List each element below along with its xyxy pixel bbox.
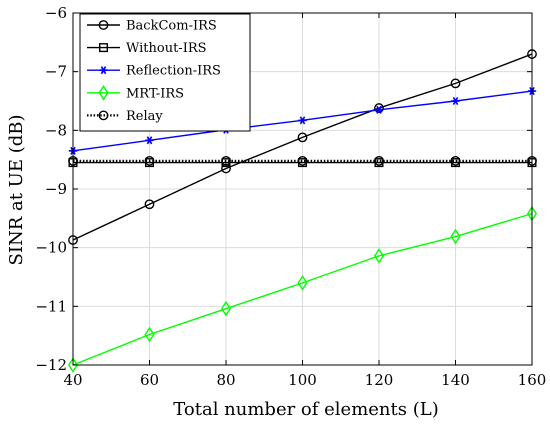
y-tick-label: −11 [35,297,67,315]
x-tick-label: 40 [63,371,82,389]
x-tick-label: 80 [216,371,235,389]
data-point-relay [221,155,231,166]
legend-label: BackCom-IRS [126,19,217,34]
data-point-backcom-irs [297,132,308,143]
data-point-relay [297,155,308,166]
series-mrt-irs [67,205,538,373]
data-point-backcom-irs [374,103,384,113]
data-point-backcom-irs [144,199,155,210]
y-tick-label: −9 [45,180,67,198]
data-point-reflection-irs [374,105,384,114]
data-point-mrt-irs [450,228,461,245]
series-relay [68,155,537,166]
x-tick-label: 160 [518,371,547,389]
series-line-mrt-irs [72,212,533,366]
legend-marker [98,20,109,30]
tick-labels: 40 60 80 100 120 140 160 −12 −11 −10 −9 −8 −7 −6 [35,4,546,389]
y-tick-label: −8 [45,121,67,139]
data-point-mrt-irs [67,357,79,373]
data-point-backcom-irs [221,163,231,174]
legend-label: Without-IRS [126,41,207,56]
legend-marker [98,110,109,121]
legend-item-backcom-irs: BackCom-IRS [87,19,217,34]
legend-marker [99,66,108,75]
series-layer [67,49,538,373]
legend-item-relay: Relay [87,109,163,124]
legend-item-without-irs: Without-IRS [87,41,207,56]
data-point-relay [374,155,384,166]
y-tick-label: −6 [45,4,67,22]
legend-box [79,13,251,132]
y-axis-title: SINR at UE (dB) [6,115,27,266]
y-tick-label: −10 [35,239,67,257]
legend-item-reflection-irs: Reflection-IRS [87,64,221,79]
data-point-reflection-irs [298,116,307,125]
legend-marker [98,43,108,53]
tick-marks [72,12,533,366]
data-point-mrt-irs [220,300,232,317]
legend-label: Relay [126,109,163,124]
legend-label: Reflection-IRS [126,64,221,79]
data-point-mrt-irs [297,275,308,291]
series-backcom-irs [68,49,537,245]
data-point-relay [450,155,461,166]
y-tick-label: −7 [45,63,67,81]
data-point-mrt-irs [144,326,155,343]
x-tick-label: 60 [140,371,159,389]
x-tick-label: 140 [441,371,470,389]
data-point-reflection-irs [145,136,154,145]
data-point-reflection-irs [451,96,460,106]
data-point-backcom-irs [450,78,461,89]
series-line-backcom-irs [72,53,533,241]
data-point-relay [144,155,155,166]
legend-marker [98,85,109,101]
data-point-mrt-irs [373,248,385,264]
legend-item-mrt-irs: MRT-IRS [87,85,184,101]
x-axis-title: Total number of elements (L) [173,399,438,420]
legend: BackCom-IRS Without-IRS Reflection-IRS MRT-… [79,13,251,132]
x-tick-label: 100 [288,371,317,389]
legend-label: MRT-IRS [126,86,184,101]
x-tick-label: 120 [365,371,394,389]
y-tick-label: −12 [35,356,67,374]
